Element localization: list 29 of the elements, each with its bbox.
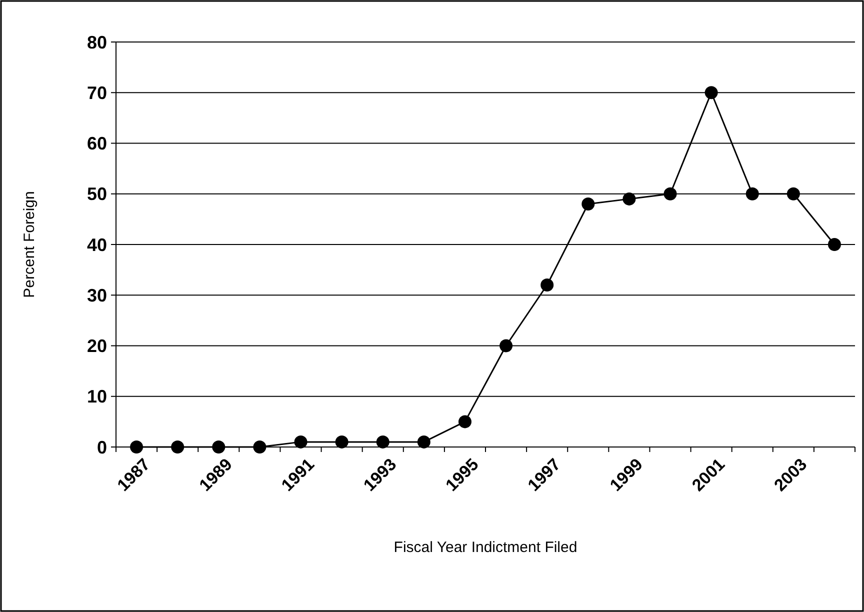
point [458, 415, 472, 428]
point [664, 187, 677, 200]
y-tick-label: 80 [86, 32, 107, 52]
y-tick-label: 50 [86, 184, 107, 204]
point [376, 435, 390, 448]
point [622, 192, 636, 206]
point [582, 198, 595, 210]
point [253, 440, 266, 454]
point [540, 278, 554, 292]
y-axis-title: Percent Foreign [21, 191, 38, 298]
point [212, 440, 226, 454]
y-tick-label: 30 [86, 285, 107, 306]
y-tick-label: 0 [96, 437, 107, 458]
y-tick-label: 70 [86, 82, 107, 103]
point [828, 238, 841, 251]
y-tick-label: 10 [86, 386, 107, 407]
point [294, 435, 308, 448]
y-tick-label: 20 [86, 336, 107, 356]
x-axis-title: Fiscal Year Indictment Filed [394, 539, 578, 556]
point [171, 440, 184, 454]
point [130, 440, 144, 454]
point [786, 187, 800, 200]
point [746, 187, 759, 200]
y-tick-label: 40 [86, 234, 107, 255]
point [335, 435, 348, 448]
point [704, 86, 718, 100]
y-tick-label: 60 [86, 134, 107, 154]
point [417, 435, 430, 448]
point [500, 339, 513, 352]
